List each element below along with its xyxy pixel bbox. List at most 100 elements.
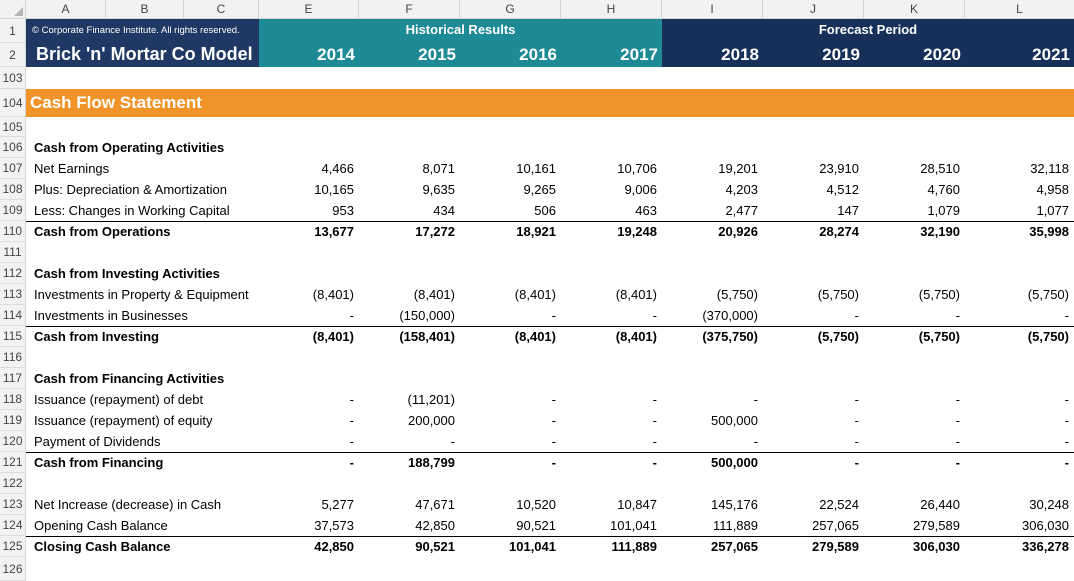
line-item-label[interactable]: Payment of Dividends: [34, 434, 161, 449]
value-cell[interactable]: -: [753, 434, 758, 449]
value-cell[interactable]: -: [1064, 308, 1069, 323]
value-cell[interactable]: -: [955, 434, 960, 449]
row-number[interactable]: 115: [0, 326, 26, 347]
row-number[interactable]: 110: [0, 221, 26, 242]
value-cell[interactable]: 279,589: [913, 518, 960, 533]
value-cell[interactable]: (8,401): [312, 329, 354, 344]
value-cell[interactable]: 4,760: [927, 182, 960, 197]
value-cell[interactable]: (8,401): [615, 287, 657, 302]
column-header-A[interactable]: A: [26, 0, 106, 19]
value-cell[interactable]: (370,000): [702, 308, 758, 323]
value-cell[interactable]: 5,277: [321, 497, 354, 512]
column-header-B[interactable]: B: [106, 0, 184, 19]
value-cell[interactable]: -: [551, 308, 556, 323]
value-cell[interactable]: 111,889: [712, 518, 758, 533]
value-cell[interactable]: 28,510: [920, 161, 960, 176]
value-cell[interactable]: -: [1064, 392, 1069, 407]
value-cell[interactable]: -: [551, 455, 556, 470]
value-cell[interactable]: -: [652, 392, 657, 407]
value-cell[interactable]: 147: [837, 203, 859, 218]
line-item-label[interactable]: Cash from Financing: [34, 455, 164, 470]
value-cell[interactable]: 10,165: [314, 182, 354, 197]
value-cell[interactable]: 306,030: [1022, 518, 1069, 533]
value-cell[interactable]: 463: [635, 203, 657, 218]
column-header-I[interactable]: I: [662, 0, 763, 19]
column-header-L[interactable]: L: [1016, 2, 1023, 16]
row-number[interactable]: 104: [0, 89, 26, 117]
row-number[interactable]: 124: [0, 515, 26, 536]
line-item-label[interactable]: Plus: Depreciation & Amortization: [34, 182, 227, 197]
value-cell[interactable]: 32,118: [1030, 161, 1069, 176]
line-item-label[interactable]: Cash from Operating Activities: [34, 140, 225, 155]
value-cell[interactable]: -: [854, 392, 859, 407]
value-cell[interactable]: 90,521: [516, 518, 556, 533]
line-item-label[interactable]: Cash from Financing Activities: [34, 371, 225, 386]
row-number[interactable]: 125: [0, 536, 26, 557]
value-cell[interactable]: -: [349, 455, 354, 470]
value-cell[interactable]: (158,401): [399, 329, 455, 344]
value-cell[interactable]: 257,065: [711, 539, 758, 554]
line-item-label[interactable]: Net Earnings: [34, 161, 110, 176]
value-cell[interactable]: 28,274: [819, 224, 859, 239]
value-cell[interactable]: -: [955, 413, 960, 428]
value-cell[interactable]: 19,248: [617, 224, 657, 239]
row-number[interactable]: 120: [0, 431, 26, 452]
value-cell[interactable]: 4,203: [725, 182, 758, 197]
value-cell[interactable]: -: [854, 308, 859, 323]
line-item-label[interactable]: Opening Cash Balance: [34, 518, 168, 533]
value-cell[interactable]: -: [551, 434, 556, 449]
row-number[interactable]: 119: [0, 410, 26, 431]
value-cell[interactable]: -: [450, 434, 455, 449]
value-cell[interactable]: 26,440: [920, 497, 960, 512]
value-cell[interactable]: 23,910: [819, 161, 859, 176]
value-cell[interactable]: 1,079: [927, 203, 960, 218]
column-header-E[interactable]: E: [259, 0, 359, 19]
value-cell[interactable]: 90,521: [415, 539, 455, 554]
value-cell[interactable]: 17,272: [415, 224, 455, 239]
column-header-F[interactable]: F: [359, 0, 460, 19]
value-cell[interactable]: 9,265: [523, 182, 556, 197]
value-cell[interactable]: 101,041: [509, 539, 556, 554]
row-number[interactable]: 2: [0, 43, 26, 67]
value-cell[interactable]: 8,071: [422, 161, 455, 176]
value-cell[interactable]: 42,850: [314, 539, 354, 554]
value-cell[interactable]: 10,161: [516, 161, 556, 176]
value-cell[interactable]: -: [349, 392, 354, 407]
value-cell[interactable]: 306,030: [913, 539, 960, 554]
value-cell[interactable]: 257,065: [812, 518, 859, 533]
row-number[interactable]: 105: [0, 117, 26, 137]
row-number[interactable]: 126: [0, 557, 26, 581]
value-cell[interactable]: (5,750): [1027, 287, 1069, 302]
line-item-label[interactable]: Closing Cash Balance: [34, 539, 171, 554]
value-cell[interactable]: 13,677: [314, 224, 354, 239]
value-cell[interactable]: 101,041: [610, 518, 657, 533]
value-cell[interactable]: 188,799: [408, 455, 455, 470]
row-number[interactable]: 118: [0, 389, 26, 410]
row-number[interactable]: 122: [0, 473, 26, 494]
value-cell[interactable]: 9,635: [422, 182, 455, 197]
value-cell[interactable]: 10,706: [617, 161, 657, 176]
value-cell[interactable]: 35,998: [1029, 224, 1069, 239]
line-item-label[interactable]: Issuance (repayment) of equity: [34, 413, 213, 428]
value-cell[interactable]: 32,190: [920, 224, 960, 239]
row-number[interactable]: 109: [0, 200, 26, 221]
value-cell[interactable]: 506: [534, 203, 556, 218]
value-cell[interactable]: 10,847: [617, 497, 657, 512]
value-cell[interactable]: 4,512: [826, 182, 859, 197]
column-header-H[interactable]: H: [561, 0, 662, 19]
value-cell[interactable]: 20,926: [718, 224, 758, 239]
column-header-C[interactable]: C: [184, 0, 259, 19]
select-all-corner[interactable]: [0, 0, 26, 19]
value-cell[interactable]: 37,573: [314, 518, 354, 533]
row-number[interactable]: 113: [0, 284, 26, 305]
value-cell[interactable]: (5,750): [918, 329, 960, 344]
value-cell[interactable]: -: [955, 308, 960, 323]
value-cell[interactable]: (8,401): [514, 329, 556, 344]
value-cell[interactable]: (11,201): [407, 392, 455, 407]
value-cell[interactable]: 111,889: [611, 539, 657, 554]
value-cell[interactable]: -: [349, 434, 354, 449]
value-cell[interactable]: 10,520: [516, 497, 556, 512]
line-item-label[interactable]: Net Increase (decrease) in Cash: [34, 497, 222, 512]
value-cell[interactable]: -: [955, 455, 960, 470]
line-item-label[interactable]: Issuance (repayment) of debt: [34, 392, 204, 407]
